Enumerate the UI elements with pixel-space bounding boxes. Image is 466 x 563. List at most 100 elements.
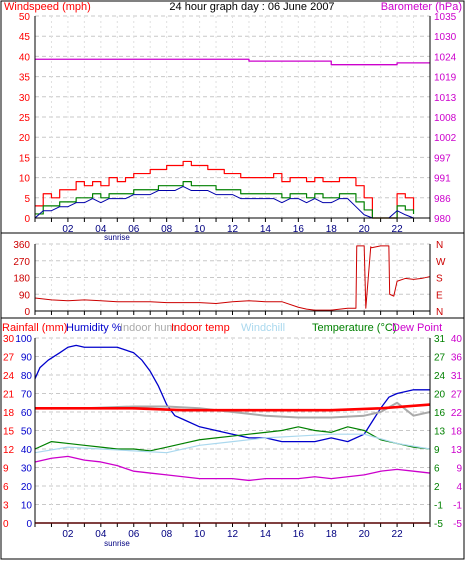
hour-tick-label: 18 bbox=[326, 224, 338, 235]
sunrise-label-top: sunrise bbox=[104, 233, 130, 242]
humidity-tick-label: 100 bbox=[15, 334, 32, 345]
avgwind-series-line bbox=[35, 181, 415, 219]
dew-point-series-line bbox=[34, 455, 431, 482]
hour-tick-label: 16 bbox=[293, 224, 305, 235]
sunrise-label-bottom: sunrise bbox=[104, 539, 130, 548]
humidity-series-line bbox=[34, 344, 430, 443]
barometer-tick-label: 1008 bbox=[434, 113, 457, 124]
windspeed-tick-label: 30 bbox=[19, 93, 31, 104]
hour-tick-label: 20 bbox=[359, 224, 371, 235]
graph-title: 24 hour graph day : 06 June 2007 bbox=[169, 1, 334, 13]
barometer-tick-label: 991 bbox=[434, 174, 451, 185]
direction-tick-label: 360 bbox=[13, 240, 30, 251]
windspeed-tick-label: 35 bbox=[19, 73, 31, 84]
hour-tick-label: 10 bbox=[194, 529, 206, 540]
dewpoint-axis-label: Dew Point bbox=[392, 322, 442, 334]
compass-tick-label: E bbox=[436, 290, 443, 301]
rainfall-tick-label: 15 bbox=[3, 427, 15, 438]
dewpoint-tick-label: 31 bbox=[451, 371, 463, 382]
windspeed-tick-label: 20 bbox=[19, 133, 31, 144]
direction-tick-label: 90 bbox=[19, 290, 31, 301]
temperature-tick-label: 2 bbox=[434, 482, 440, 493]
windspeed-tick-label: 45 bbox=[19, 32, 31, 43]
humidity-axis-label: Humidity % bbox=[66, 322, 122, 334]
rainfall-tick-label: 12 bbox=[3, 445, 15, 456]
humidity-tick-label: 70 bbox=[21, 390, 33, 401]
hour-tick-label: 22 bbox=[392, 224, 404, 235]
humidity-tick-label: 10 bbox=[21, 501, 33, 512]
windspeed-tick-label: 15 bbox=[19, 153, 31, 164]
direction-tick-label: 270 bbox=[13, 257, 30, 268]
hour-tick-label: 20 bbox=[359, 529, 371, 540]
windspeed-tick-label: 25 bbox=[19, 113, 31, 124]
hour-tick-label: 02 bbox=[62, 224, 74, 235]
humidity-tick-label: 20 bbox=[21, 482, 33, 493]
hour-tick-label: 12 bbox=[227, 224, 239, 235]
hour-tick-label: 12 bbox=[227, 529, 239, 540]
hour-tick-label: 16 bbox=[293, 529, 305, 540]
temperature-tick-label: 20 bbox=[434, 390, 446, 401]
barometer-tick-label: 1002 bbox=[434, 133, 457, 144]
windspeed-axis-label: Windspeed (mph) bbox=[4, 1, 91, 13]
humidity-tick-label: 0 bbox=[26, 519, 32, 530]
temperature-tick-label: 13 bbox=[434, 427, 446, 438]
barometer-tick-label: 1030 bbox=[434, 32, 457, 43]
hour-tick-label: 04 bbox=[95, 529, 107, 540]
barometer-tick-label: 1024 bbox=[434, 52, 457, 63]
barometer-axis-label: Barometer (hPa) bbox=[381, 1, 462, 13]
temperature-tick-label: 16 bbox=[434, 408, 446, 419]
rainfall-tick-label: 3 bbox=[3, 501, 9, 512]
rainfall-tick-label: 0 bbox=[3, 519, 9, 530]
dewpoint-tick-label: 4 bbox=[456, 482, 462, 493]
temperature-tick-label: 9 bbox=[434, 445, 440, 456]
legend-windchill: Windchill bbox=[241, 322, 285, 334]
windspeed-tick-label: 50 bbox=[19, 12, 31, 23]
indoor-temp-series-line bbox=[35, 403, 431, 412]
barometer-tick-label: 1013 bbox=[434, 93, 457, 104]
compass-tick-label: N bbox=[436, 307, 443, 318]
rainfall-tick-label: 30 bbox=[3, 334, 15, 345]
barometer-series-line bbox=[35, 58, 430, 66]
rainfall-tick-label: 9 bbox=[3, 464, 9, 475]
compass-tick-label: N bbox=[436, 240, 443, 251]
humidity-tick-label: 50 bbox=[21, 427, 33, 438]
dewpoint-tick-label: 9 bbox=[456, 464, 462, 475]
hour-tick-label: 18 bbox=[326, 529, 338, 540]
dewpoint-tick-label: 40 bbox=[451, 334, 463, 345]
rainfall-tick-label: 18 bbox=[3, 408, 15, 419]
hour-tick-label: 06 bbox=[128, 529, 140, 540]
dewpoint-tick-label: 13 bbox=[451, 445, 463, 456]
temperature-tick-label: 31 bbox=[434, 334, 446, 345]
hour-tick-label: 14 bbox=[260, 224, 272, 235]
humidity-tick-label: 30 bbox=[21, 464, 33, 475]
compass-tick-label: S bbox=[436, 274, 443, 285]
barometer-tick-label: 980 bbox=[434, 214, 451, 225]
rainfall-tick-label: 27 bbox=[3, 353, 15, 364]
dewpoint-tick-label: 36 bbox=[451, 353, 463, 364]
dewpoint-tick-label: -1 bbox=[453, 501, 462, 512]
windspeed-tick-label: 0 bbox=[24, 214, 30, 225]
barometer-tick-label: 1035 bbox=[434, 12, 457, 23]
humidity-tick-label: 80 bbox=[21, 371, 33, 382]
hour-tick-label: 08 bbox=[161, 529, 173, 540]
dewpoint-tick-label: 27 bbox=[451, 390, 463, 401]
hour-tick-label: 06 bbox=[128, 224, 140, 235]
windspeed-tick-label: 5 bbox=[24, 194, 30, 205]
gust-series-line bbox=[35, 160, 415, 219]
hour-tick-label: 08 bbox=[161, 224, 173, 235]
barometer-tick-label: 986 bbox=[434, 194, 451, 205]
rainfall-tick-label: 21 bbox=[3, 390, 15, 401]
rainfall-axis-label: Rainfall (mm) bbox=[2, 322, 67, 334]
wind-series-line bbox=[34, 185, 414, 219]
legend-indoor-hum: Indoor hum bbox=[120, 322, 176, 334]
dewpoint-tick-label: 18 bbox=[451, 427, 463, 438]
windspeed-tick-label: 10 bbox=[19, 174, 31, 185]
barometer-tick-label: 997 bbox=[434, 153, 451, 164]
humidity-tick-label: 90 bbox=[21, 353, 33, 364]
temperature-tick-label: 27 bbox=[434, 353, 446, 364]
windchill-series-line bbox=[34, 433, 431, 454]
humidity-tick-label: 60 bbox=[21, 408, 33, 419]
